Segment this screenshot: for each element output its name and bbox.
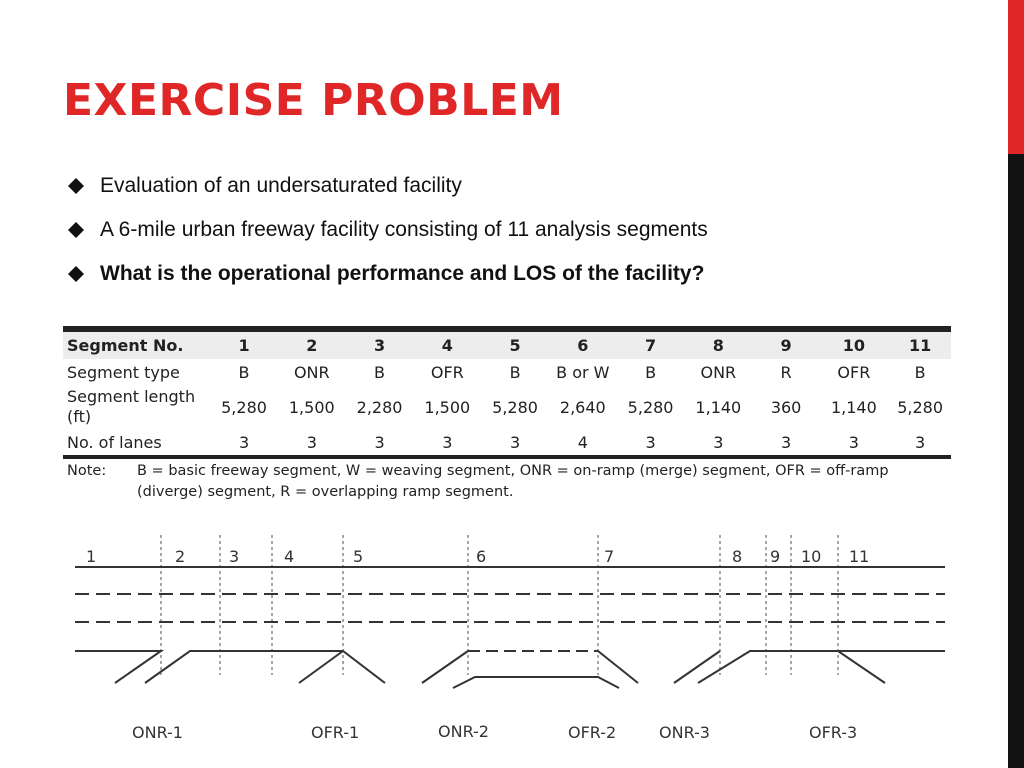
row-label: Segment type	[67, 362, 180, 382]
table-cell: 3	[781, 432, 792, 452]
table-cell: 2,640	[559, 397, 606, 417]
segment-number: 1	[238, 336, 250, 355]
table-cell: ONR	[700, 362, 737, 382]
ramp-label: OFR-1	[311, 723, 359, 742]
table-cell: 3	[374, 432, 385, 452]
segment-number: 2	[306, 336, 318, 355]
segment-table: Segment No. 1 2 3 4 5 6 7 8 9 10 11 Segm…	[63, 332, 951, 455]
segment-label: 8	[732, 547, 742, 566]
segment-label: 4	[284, 547, 294, 566]
note-label: Note:	[67, 463, 107, 479]
segment-number: 8	[712, 336, 724, 355]
accent-bar-red	[1008, 0, 1024, 154]
bullet-text: A 6-mile urban freeway facility consisti…	[100, 218, 708, 241]
segment-number: 9	[780, 336, 792, 355]
table-cell: R	[780, 362, 792, 382]
table-cell: 1,500	[288, 397, 335, 417]
diamond-icon	[66, 220, 86, 240]
table-cell: 3	[713, 432, 724, 452]
table-cell: OFR	[837, 362, 871, 382]
ramp-labels: ONR-1 OFR-1 ONR-2 OFR-2 ONR-3 OFR-3	[132, 722, 857, 742]
table-cell: B	[509, 362, 521, 382]
slide-title: EXERCISE PROBLEM	[63, 75, 564, 126]
table-cell: 3	[645, 432, 656, 452]
table-cell: B	[374, 362, 386, 382]
note-text: B = basic freeway segment, W = weaving s…	[137, 463, 889, 500]
table-cell: B	[914, 362, 926, 382]
table-cell: 360	[770, 397, 802, 417]
bullet-text-question: What is the operational performance and …	[100, 262, 705, 285]
segment-labels: 1 2 3 4 5 6 7 8 9 10 11	[86, 547, 869, 566]
diamond-icon	[66, 264, 86, 284]
table-cell: 3	[509, 432, 521, 452]
ramp-label: ONR-1	[132, 723, 183, 742]
segment-label: 6	[476, 547, 486, 566]
table-cell: 5,280	[492, 397, 538, 417]
segment-number: 5	[509, 336, 521, 355]
ramp-label: ONR-3	[659, 723, 710, 742]
segment-number: 10	[842, 336, 865, 355]
ramp-label: OFR-3	[809, 723, 857, 742]
bullet-item: A 6-mile urban freeway facility consisti…	[66, 208, 996, 252]
row-label: No. of lanes	[67, 432, 162, 452]
table-cell: 2,280	[356, 397, 403, 417]
table-cell: 3	[442, 432, 453, 452]
table-row-length: Segment length (ft) 5,280 1,500 2,280 1,5…	[63, 385, 951, 429]
table-cell: 4	[577, 432, 588, 452]
segment-table-container: Segment No. 1 2 3 4 5 6 7 8 9 10 11 Segm…	[63, 326, 951, 503]
segment-label: 3	[229, 547, 239, 566]
table-note: Note: B = basic freeway segment, W = wea…	[63, 461, 951, 503]
table-cell: 5,280	[897, 397, 944, 417]
segment-number: 6	[577, 336, 589, 355]
table-cell: 1,500	[424, 397, 471, 417]
row-label-line: Segment length	[67, 387, 196, 406]
table-row-type: Segment type B ONR B OFR B B or W B ONR …	[63, 359, 951, 385]
table-cell: 3	[306, 432, 317, 452]
segment-number: 7	[645, 336, 657, 355]
segment-label: 2	[175, 547, 185, 566]
table-cell: OFR	[430, 362, 464, 382]
ramp-label: OFR-2	[568, 723, 616, 742]
table-cell: B	[645, 362, 657, 382]
table-cell: B	[238, 362, 250, 382]
segment-number: 11	[908, 336, 932, 355]
table-cell: ONR	[293, 362, 330, 382]
table-cell: 1,140	[830, 397, 877, 417]
segment-label: 10	[801, 547, 821, 566]
segment-label: 7	[604, 547, 614, 566]
bullet-list: Evaluation of an undersaturated facility…	[66, 164, 996, 296]
freeway-bottom-edge	[75, 650, 945, 689]
table-cell: 3	[848, 432, 859, 452]
segment-number: 3	[373, 336, 386, 355]
segment-label: 1	[86, 547, 96, 566]
table-cell: 5,280	[221, 397, 267, 417]
table-cell: 3	[915, 432, 926, 452]
bullet-item: What is the operational performance and …	[66, 252, 996, 296]
row-label: Segment length (ft)	[63, 385, 212, 429]
segment-label: 9	[770, 547, 780, 566]
bullet-item: Evaluation of an undersaturated facility	[66, 164, 996, 208]
ramp-label: ONR-2	[438, 722, 489, 741]
segment-number: 4	[441, 336, 453, 355]
table-cell: B or W	[556, 362, 610, 382]
diamond-icon	[66, 176, 86, 196]
table-header-row: Segment No. 1 2 3 4 5 6 7 8 9 10 11	[63, 332, 951, 359]
table-cell: 5,280	[627, 397, 674, 417]
header-label: Segment No.	[67, 336, 184, 355]
segment-label: 11	[849, 547, 869, 566]
row-label-line: (ft)	[67, 407, 92, 426]
table-bottom-rule	[63, 455, 951, 459]
accent-bar-black	[1008, 154, 1024, 768]
table-top-rule	[63, 326, 951, 332]
table-cell: 1,140	[695, 397, 742, 417]
segment-label: 5	[353, 547, 363, 566]
table-row-lanes: No. of lanes 3 3 3 3 3 4 3 3 3 3 3	[63, 429, 951, 455]
table-cell: 3	[238, 432, 250, 452]
bullet-text: Evaluation of an undersaturated facility	[100, 174, 462, 197]
freeway-diagram: 1 2 3 4 5 6 7 8 9 10 11 ONR-1 OFR-1 O	[75, 535, 945, 742]
